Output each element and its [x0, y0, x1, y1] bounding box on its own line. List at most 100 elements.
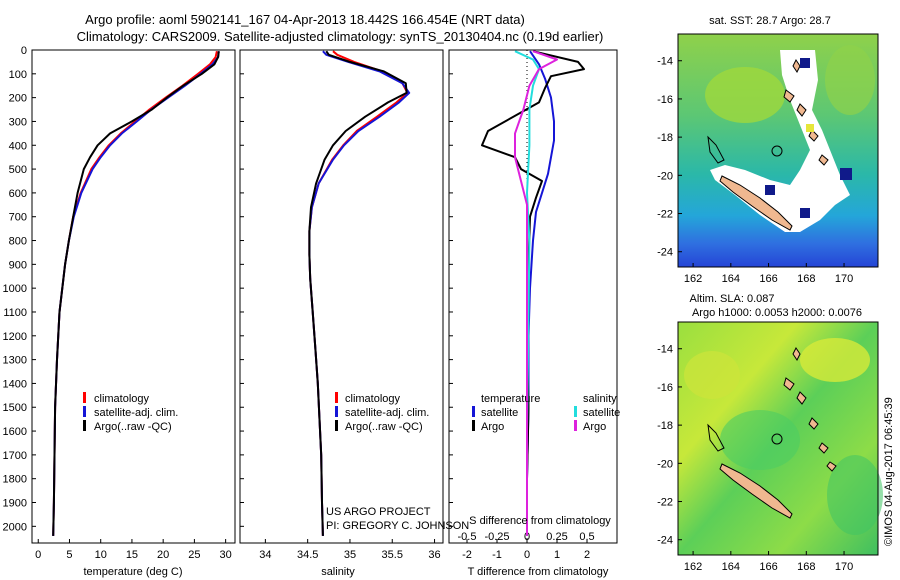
x-tick-label: -1	[492, 549, 502, 561]
series-line-argo-raw-qc-	[308, 50, 408, 536]
map-lat-label: -22	[657, 497, 673, 509]
map-lat-label: -24	[657, 247, 673, 259]
legend-t-satellite: satellite	[481, 407, 518, 419]
sla-low-patch	[720, 410, 800, 470]
depth-tick-label: 1100	[3, 307, 27, 319]
credit-line2: PI: GREGORY C. JOHNSON	[326, 520, 469, 532]
reef-outline	[707, 135, 725, 164]
island	[808, 417, 819, 430]
legend-swatch-t-argo	[472, 420, 475, 431]
map-lon-label: 162	[684, 273, 702, 285]
legend-s-argo: Argo	[583, 421, 606, 433]
difference-axis: -2 -1 0 1 2 -0.5 -0.25 0 0.25 0.5	[458, 50, 595, 561]
map-lat-label: -22	[657, 209, 673, 221]
salinity-plot-frame	[239, 49, 444, 544]
header-line2: Climatology: CARS2009. Satellite-adjuste…	[77, 29, 604, 44]
sla-map	[677, 321, 883, 556]
imos-stamp: ©IMOS 04-Aug-2017 06:45:39	[883, 397, 895, 546]
x-tick-label: 34	[259, 549, 271, 561]
sla-low-patch	[827, 455, 883, 535]
map-lon-label: 170	[835, 273, 853, 285]
salinity-legend: climatology satellite-adj. clim. Argo(..…	[335, 392, 429, 433]
s-tick-label: -0.5	[458, 531, 477, 543]
salinity-xlabel: salinity	[321, 566, 355, 578]
map-lat-label: -16	[657, 94, 673, 106]
series-line-t-argo	[481, 50, 585, 536]
legend-swatch-satellite	[83, 406, 86, 417]
masked-block	[840, 168, 852, 180]
series-line-argo-raw-qc-	[52, 51, 220, 536]
island	[792, 59, 801, 73]
depth-tick-label: 400	[9, 140, 27, 152]
island	[783, 377, 795, 391]
depth-tick-label: 1600	[3, 426, 27, 438]
legend-swatch-s-satellite	[574, 406, 577, 417]
legend-argo: Argo(..raw -QC)	[345, 421, 423, 433]
x-tick-label: 35	[344, 549, 356, 561]
map-lat-label: -16	[657, 382, 673, 394]
map-lat-label: -20	[657, 170, 673, 182]
x-tick-label: 1	[554, 549, 560, 561]
series-line-t-satellite	[526, 50, 555, 536]
sst-map-axes: 162 164 166 168 170 -14 -16 -18 -20 -22 -24	[657, 56, 853, 285]
temperature-plot-frame	[31, 49, 236, 544]
depth-tick-label: 700	[9, 212, 27, 224]
sst-map-frame	[677, 33, 879, 268]
island	[792, 347, 801, 361]
series-line-satellite-adj-clim-	[52, 51, 220, 536]
temperature-xlabel: temperature (deg C)	[83, 566, 182, 578]
map-lon-label: 168	[797, 561, 815, 573]
argo-location-marker	[771, 145, 783, 157]
depth-tick-label: 1200	[3, 331, 27, 343]
salinity-series	[308, 50, 411, 536]
island	[796, 103, 807, 117]
sla-map-frame	[677, 321, 879, 556]
island	[818, 154, 829, 166]
depth-tick-label: 100	[9, 69, 27, 81]
sst-warm-patch	[705, 67, 785, 123]
s-tick-label: -0.25	[484, 531, 509, 543]
sla-map-title2: Argo h1000: 0.0053 h2000: 0.0076	[692, 307, 862, 319]
depth-tick-label: 1300	[3, 355, 27, 367]
depth-tick-label: 1000	[3, 283, 27, 295]
salinity-axis: 34 34.5 35 35.5 36	[259, 539, 441, 561]
sla-high-patch	[684, 351, 740, 399]
x-tick-label: 25	[188, 549, 200, 561]
x-tick-label: 0	[35, 549, 41, 561]
legend-satellite: satellite-adj. clim.	[345, 407, 429, 419]
legend-argo: Argo(..raw -QC)	[94, 421, 172, 433]
depth-tick-label: 600	[9, 188, 27, 200]
x-tick-label: -2	[462, 549, 472, 561]
map-lon-label: 164	[722, 273, 740, 285]
x-tick-label: 2	[584, 549, 590, 561]
map-lat-label: -24	[657, 535, 673, 547]
depth-tick-label: 0	[21, 45, 27, 57]
reef-outline	[707, 423, 725, 452]
legend-swatch-satellite	[335, 406, 338, 417]
x-tick-label: 36	[428, 549, 440, 561]
map-lat-label: -18	[657, 132, 673, 144]
series-line-climatology	[308, 50, 409, 536]
sst-map	[677, 33, 879, 268]
masked-block	[765, 185, 775, 195]
x-tick-label: 15	[126, 549, 138, 561]
difference-plot-frame	[448, 49, 618, 544]
island	[796, 391, 807, 405]
s-tick-label: 0.5	[579, 531, 594, 543]
x-tick-label: 35.5	[382, 549, 403, 561]
masked-block	[800, 58, 810, 68]
sla-map-title1: Altim. SLA: 0.087	[690, 293, 775, 305]
argo-location-marker	[771, 433, 783, 445]
island	[808, 129, 819, 142]
legend-swatch-climatology	[83, 392, 86, 403]
difference-series	[481, 50, 585, 536]
legend-title-salinity: salinity	[583, 393, 617, 405]
map-lon-label: 162	[684, 561, 702, 573]
series-line-satellite-adj-clim-	[308, 50, 411, 536]
temperature-axis: 0 5 10 15 20 25 30	[35, 539, 232, 561]
depth-tick-label: 500	[9, 164, 27, 176]
depth-axis: 0 100 200 300 400 500 600 700 800 900 1000 1100 1200…	[3, 45, 453, 533]
legend-climatology: climatology	[94, 393, 150, 405]
s-tick-label: 0.25	[546, 531, 567, 543]
